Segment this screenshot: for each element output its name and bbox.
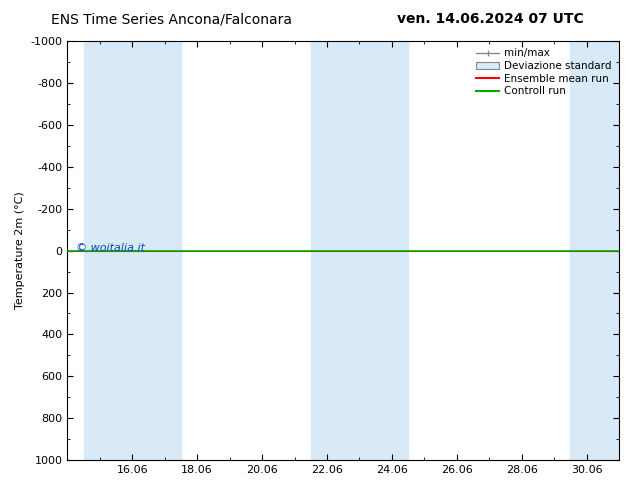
Legend: min/max, Deviazione standard, Ensemble mean run, Controll run: min/max, Deviazione standard, Ensemble m… — [474, 46, 614, 98]
Y-axis label: Temperature 2m (°C): Temperature 2m (°C) — [15, 192, 25, 310]
Bar — [148, 41, 181, 460]
Text: ven. 14.06.2024 07 UTC: ven. 14.06.2024 07 UTC — [396, 12, 583, 26]
Bar — [571, 41, 619, 460]
Bar — [376, 41, 408, 460]
Bar — [311, 41, 376, 460]
Text: ENS Time Series Ancona/Falconara: ENS Time Series Ancona/Falconara — [51, 12, 292, 26]
Text: © woitalia.it: © woitalia.it — [75, 244, 145, 253]
Bar — [84, 41, 148, 460]
